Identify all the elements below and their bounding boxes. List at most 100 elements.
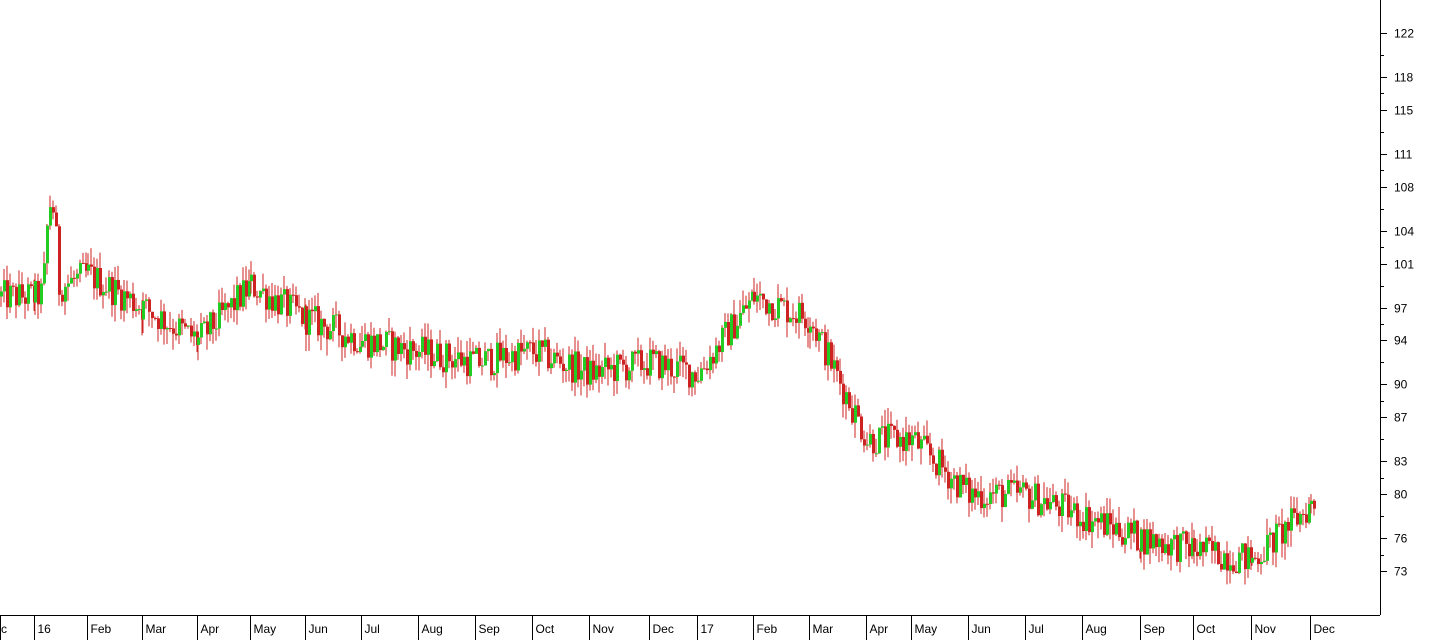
candle-up [1247,547,1250,570]
candle-down [24,297,27,304]
candle-down [851,408,854,423]
x-tick-label: c [1,622,7,636]
candle-down [30,284,33,286]
candle-down [190,325,193,337]
candle-down [356,351,359,353]
candle-up [971,488,974,503]
candle-up [538,340,541,362]
candle-down [1103,513,1106,535]
candle-down [765,299,768,314]
candle-down [974,488,977,498]
candle-down [1217,542,1220,564]
candle-up [989,492,992,504]
candle-down [718,345,721,353]
candle-up [79,262,82,274]
candle-down [908,432,911,446]
candle-up [748,300,751,309]
candle-down [1220,563,1223,570]
candle-up [1115,522,1118,535]
candle-up [724,321,727,328]
candle-up [145,299,148,301]
candle-up [67,283,70,287]
candle-down [184,323,187,327]
candle-up [691,372,694,388]
candle-up [739,312,742,326]
candle-up [129,293,132,299]
candle-up [1299,513,1302,525]
candle-down [941,449,944,468]
candle-down [586,357,589,385]
candle-up [550,363,553,369]
candle-up [427,339,430,355]
x-tick-label: Oct [1197,622,1216,636]
candle-up [827,342,830,366]
candle-up [866,444,869,446]
candle-down [839,370,842,384]
candle-down [253,274,256,297]
candle-down [652,349,655,355]
candle-up [730,314,733,346]
candle-up [1164,544,1167,554]
candles-layer [0,195,1316,585]
y-tick-label: 108 [1394,181,1414,195]
candle-down [562,363,565,371]
candle-up [783,300,786,302]
candle-down [52,207,55,213]
candle-up [382,346,385,351]
candle-up [242,280,245,307]
candle-down [529,342,532,344]
candle-down [1155,534,1158,548]
candle-up [736,325,739,339]
candle-down [256,296,259,298]
candle-up [1251,557,1254,563]
candle-up [751,291,754,301]
candle-down [1208,537,1211,541]
candle-up [953,475,956,479]
candle-up [280,294,283,315]
candle-down [863,439,866,446]
candle-down [792,318,795,320]
candle-down [842,383,845,405]
candle-up [1034,483,1037,501]
candle-down [968,477,971,503]
candle-up [487,348,490,352]
candle-down [640,350,643,370]
candle-up [1238,552,1241,573]
candle-up [160,311,163,329]
candle-down [932,455,935,464]
candle-up [1070,510,1073,518]
candle-down [239,285,242,307]
candle-up [1266,534,1269,561]
candle-down [733,314,736,339]
candle-up [230,298,233,308]
candle-up [1127,522,1130,539]
candle-down [227,303,230,308]
candle-up [568,354,571,370]
candle-down [120,289,123,311]
candle-up [329,331,332,340]
candle-down [712,356,715,364]
candle-down [424,336,427,355]
candle-up [457,352,460,360]
candle-up [135,309,138,311]
candle-down [403,343,406,350]
candle-up [259,291,262,298]
candle-up [833,360,836,369]
candle-down [1058,506,1061,517]
candle-up [314,306,317,312]
candle-down [1281,523,1284,544]
candle-down [520,342,523,352]
candle-up [995,484,998,494]
candle-up [484,351,487,366]
candle-up [96,268,99,289]
candle-up [268,296,271,310]
candle-up [421,336,424,352]
candle-up [959,474,962,498]
candle-up [1061,493,1064,517]
candle-down [1067,494,1070,518]
candle-down [379,334,382,351]
candle-down [472,351,475,354]
candle-down [298,306,301,308]
candle-up [878,427,881,454]
